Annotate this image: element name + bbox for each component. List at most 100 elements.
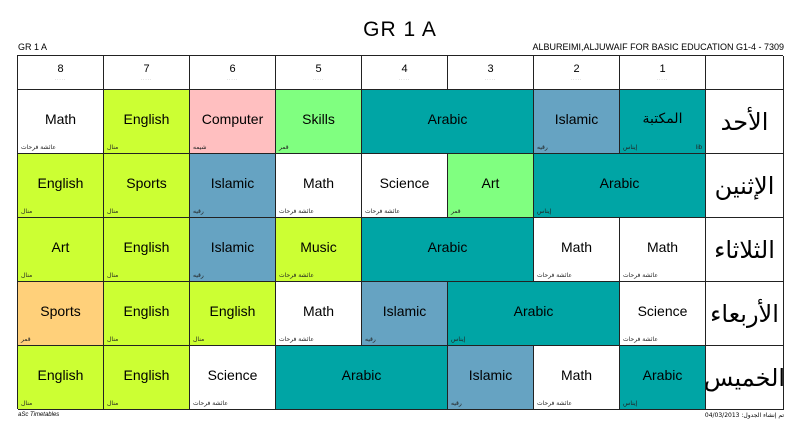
lesson-subject: Math (302, 174, 335, 191)
lesson-subject: English (123, 110, 170, 127)
lesson-cell[interactable]: Islamic رقيه (534, 90, 620, 154)
period-time: ····· (54, 77, 67, 82)
period-time: ····· (140, 77, 153, 82)
lesson-cell[interactable]: Art قمر (448, 154, 534, 218)
lesson-subject: Music (300, 238, 337, 255)
lesson-subject: English (209, 302, 256, 319)
lesson-cell[interactable]: Math عائشة فرحات (18, 90, 104, 154)
lesson-subject: Math (646, 238, 679, 255)
lesson-teacher: منال (107, 336, 119, 343)
lesson-subject: Islamic (210, 238, 255, 255)
lesson-cell[interactable]: Sports منال (104, 154, 190, 218)
lesson-cell[interactable]: Art منال (18, 218, 104, 282)
lesson-teacher: منال (107, 272, 119, 279)
lesson-cell[interactable]: Math عائشة فرحات (534, 218, 620, 282)
lesson-cell[interactable]: Arabic إيناس (620, 346, 706, 410)
period-header-2: 2 ····· (534, 56, 620, 90)
lesson-cell[interactable]: Music عائشة فرحات (276, 218, 362, 282)
lesson-cell[interactable]: المكتبة إيناس lib (620, 90, 706, 154)
lesson-cell[interactable]: English منال (18, 346, 104, 410)
lesson-cell[interactable]: Skills قمر (276, 90, 362, 154)
lesson-teacher: عائشة فرحات (537, 400, 572, 407)
lesson-cell[interactable]: Science عائشة فرحات (190, 346, 276, 410)
school-name: ALBUREIMI,ALJUWAIF FOR BASIC EDUCATION G… (532, 42, 784, 52)
period-header-5: 5 ····· (276, 56, 362, 90)
lesson-teacher: رقيه (451, 400, 462, 407)
lesson-subject: English (123, 238, 170, 255)
lesson-teacher: منال (21, 272, 33, 279)
lesson-teacher: منال (107, 208, 119, 215)
period-number: 6 (229, 63, 236, 75)
lesson-subject: English (37, 174, 84, 191)
lesson-cell[interactable]: English منال (190, 282, 276, 346)
lesson-cell[interactable]: Islamic رقيه (190, 218, 276, 282)
lesson-subject: English (37, 366, 84, 383)
footer-software: aSc Timetables (18, 412, 60, 418)
period-time: ····· (570, 77, 583, 82)
lesson-cell[interactable]: Arabic (276, 346, 448, 410)
lesson-subject: Art (481, 174, 500, 191)
corner-cell (706, 56, 784, 90)
lesson-teacher: منال (21, 400, 33, 407)
period-number: 3 (487, 63, 494, 75)
lesson-cell[interactable]: Islamic رقيه (190, 154, 276, 218)
day-label: الأربعاء (706, 282, 784, 346)
lesson-teacher: منال (21, 208, 33, 215)
day-label: الأحد (706, 90, 784, 154)
period-header-1: 1 ····· (620, 56, 706, 90)
lesson-cell[interactable]: Math عائشة فرحات (620, 218, 706, 282)
lesson-cell[interactable]: English منال (104, 90, 190, 154)
lesson-subject: Math (560, 238, 593, 255)
lesson-subject: Math (560, 366, 593, 383)
lesson-teacher: رقيه (537, 144, 548, 151)
lesson-teacher: قمر (279, 144, 289, 151)
lesson-cell[interactable]: Arabic إيناس (534, 154, 706, 218)
lesson-subject: Islamic (210, 174, 255, 191)
lesson-subject: Art (51, 238, 70, 255)
lesson-subject: Math (44, 110, 77, 127)
lesson-teacher: رقيه (193, 272, 204, 279)
lesson-cell[interactable]: Arabic إيناس (448, 282, 620, 346)
lesson-cell[interactable]: English منال (104, 346, 190, 410)
lesson-teacher: عائشة فرحات (21, 144, 56, 151)
lesson-cell[interactable]: Arabic (362, 218, 534, 282)
period-header-3: 3 ····· (448, 56, 534, 90)
lesson-cell[interactable]: English منال (104, 218, 190, 282)
lesson-teacher: منال (107, 144, 119, 151)
lesson-cell[interactable]: Computer شيمه (190, 90, 276, 154)
period-time: ····· (398, 77, 411, 82)
period-time: ····· (312, 77, 325, 82)
lesson-cell[interactable]: Math عائشة فرحات (276, 154, 362, 218)
lesson-cell[interactable]: Islamic رقيه (448, 346, 534, 410)
period-header-8: 8 ····· (18, 56, 104, 90)
lesson-teacher: إيناس (537, 208, 552, 215)
period-number: 1 (659, 63, 666, 75)
lesson-teacher: منال (193, 336, 205, 343)
lesson-subject: Sports (40, 302, 81, 319)
period-number: 5 (315, 63, 322, 75)
lesson-subject: Arabic (341, 366, 382, 383)
lesson-teacher: عائشة فرحات (537, 272, 572, 279)
lesson-cell[interactable]: Islamic رقيه (362, 282, 448, 346)
lesson-cell[interactable]: Science عائشة فرحات (362, 154, 448, 218)
lesson-teacher: عائشة فرحات (279, 272, 314, 279)
lesson-teacher: عائشة فرحات (623, 336, 658, 343)
lesson-cell[interactable]: Math عائشة فرحات (276, 282, 362, 346)
lesson-teacher: إيناس (623, 400, 638, 407)
timetable-grid: 8 ····· 7 ····· 6 ····· 5 ····· 4 ····· 3 ····· 2 ···… (17, 55, 784, 410)
day-label: الثلاثاء (706, 218, 784, 282)
lesson-teacher: منال (107, 400, 119, 407)
lesson-cell[interactable]: Sports قمر (18, 282, 104, 346)
lesson-subject: Arabic (599, 174, 640, 191)
lesson-teacher: عائشة فرحات (193, 400, 228, 407)
lesson-teacher: رقيه (365, 336, 376, 343)
lesson-subject: Sports (126, 174, 167, 191)
lesson-cell[interactable]: Arabic (362, 90, 534, 154)
lesson-teacher: عائشة فرحات (279, 208, 314, 215)
lesson-cell[interactable]: Math عائشة فرحات (534, 346, 620, 410)
lesson-cell[interactable]: English منال (18, 154, 104, 218)
lesson-subject: Islamic (554, 110, 599, 127)
lesson-subject: Islamic (468, 366, 513, 383)
lesson-cell[interactable]: English منال (104, 282, 190, 346)
lesson-cell[interactable]: Science عائشة فرحات (620, 282, 706, 346)
